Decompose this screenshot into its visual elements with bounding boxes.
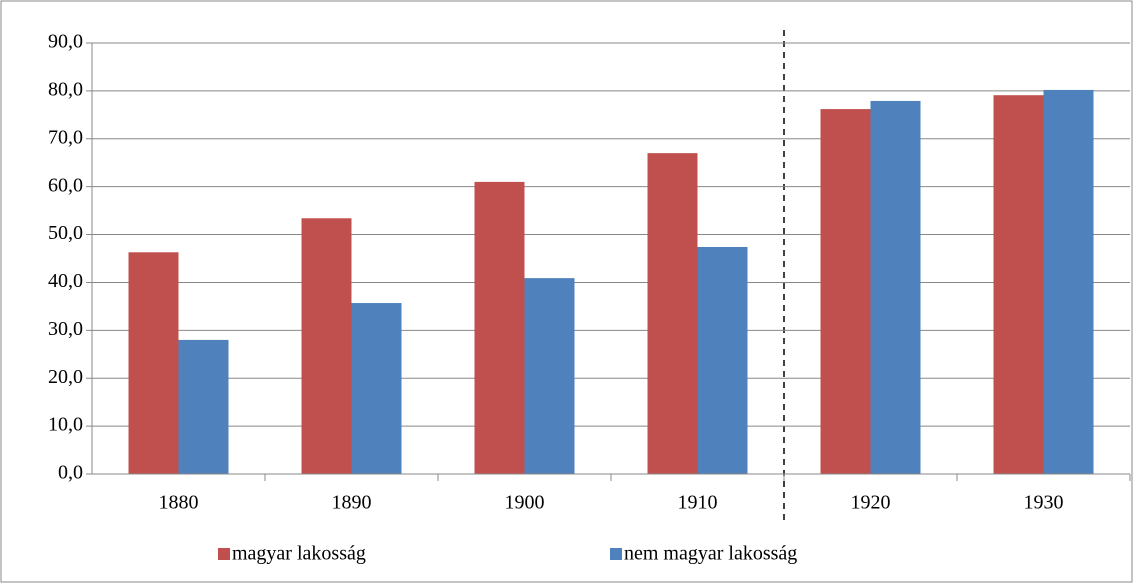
y-tick-label: 60,0 [48, 174, 83, 196]
y-tick-label: 10,0 [48, 414, 83, 436]
bar [647, 153, 698, 474]
bar [128, 252, 179, 474]
bar [870, 100, 921, 474]
bar [524, 278, 575, 474]
x-tick-label: 1880 [159, 492, 199, 514]
y-tick-label: 0,0 [58, 462, 83, 484]
x-tick-label: 1890 [332, 492, 372, 514]
y-tick-label: 40,0 [48, 270, 83, 292]
bar [993, 95, 1044, 475]
y-tick-label: 20,0 [48, 366, 83, 388]
legend-swatch [610, 548, 622, 560]
legend-label: nem magyar lakosság [624, 543, 797, 565]
x-tick-label: 1920 [851, 492, 891, 514]
y-tick-label: 90,0 [48, 31, 83, 53]
legend-swatch [218, 548, 230, 560]
bar [474, 181, 525, 474]
bar [820, 109, 871, 474]
bar [301, 218, 352, 474]
y-tick-label: 80,0 [48, 78, 83, 100]
legend-label: magyar lakosság [232, 543, 366, 565]
bar [178, 339, 229, 474]
bar [1043, 89, 1094, 474]
x-tick-label: 1930 [1024, 492, 1064, 514]
bar [351, 303, 402, 474]
y-tick-label: 70,0 [48, 126, 83, 148]
x-tick-label: 1910 [678, 492, 718, 514]
y-tick-label: 50,0 [48, 222, 83, 244]
bar [697, 247, 748, 474]
x-tick-label: 1900 [505, 492, 545, 514]
y-tick-label: 30,0 [48, 318, 83, 340]
